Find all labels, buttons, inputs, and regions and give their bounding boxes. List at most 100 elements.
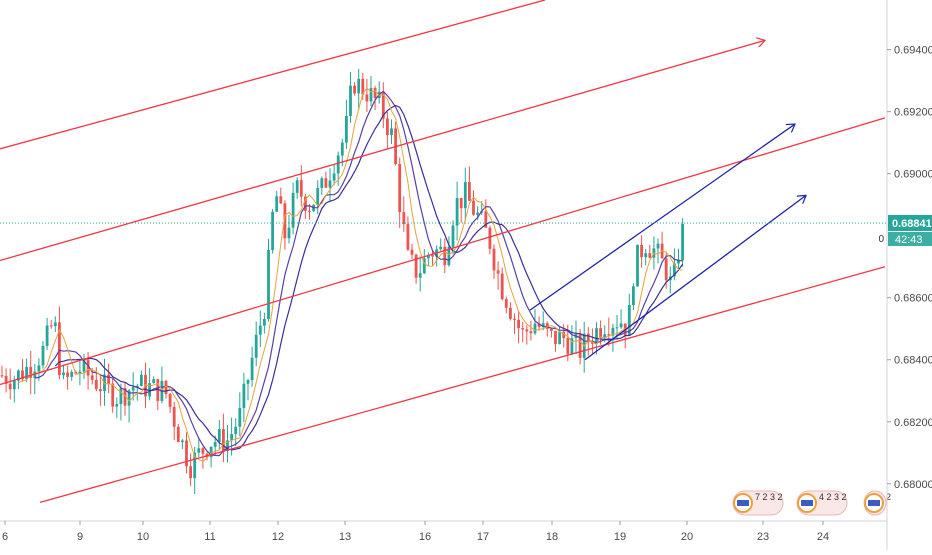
red-channel-line[interactable] [0,0,546,150]
candle [541,311,545,331]
candle [496,261,500,290]
candle [644,248,648,266]
candle [398,157,402,228]
candle [213,435,217,456]
candle [615,314,619,339]
red-channel-line[interactable] [0,117,886,386]
candle [410,243,414,259]
candle [107,363,110,394]
candle [267,238,270,322]
x-tick-label: 20 [681,531,693,543]
candle [271,208,274,254]
candle [201,446,205,469]
last-price-label: 0.68841 [892,218,932,230]
economic-event-badge[interactable]: 7 2 3 2 [732,490,784,516]
candle [115,397,119,419]
candle [193,446,197,495]
candle [632,283,635,311]
candle [4,368,8,393]
candle [25,358,28,383]
candle [119,383,123,421]
economic-event-badge[interactable]: 2 [863,490,891,516]
trend-lines-layer[interactable] [0,0,886,504]
candle [152,376,156,384]
candle [127,388,131,423]
candle [418,256,422,292]
candle [525,325,529,345]
candles-layer [0,68,684,495]
candle [181,439,184,450]
flag-icon [801,500,813,506]
blue-trend-line[interactable] [529,124,795,311]
candle [582,321,586,373]
candle [172,401,176,441]
candle [619,309,623,329]
candle [656,238,660,264]
candle [217,420,221,450]
x-tick-label: 23 [757,531,769,543]
x-tick-label: 12 [272,531,284,543]
events-layer[interactable]: 7 2 3 2 4 2 3 2 2 [732,490,891,516]
candle [140,370,143,387]
moving-average-line [18,87,683,462]
blue-trend-line[interactable] [584,195,806,361]
x-tick-label: 19 [614,531,626,543]
candle [49,319,53,329]
candle [677,248,680,269]
candle [8,368,12,400]
candle [279,187,283,204]
candle [258,310,262,348]
candle [291,182,295,235]
candle [160,366,164,404]
candle [0,365,4,378]
y-tick-label: 0.69200 [894,107,932,119]
candle [463,167,467,222]
candle [373,85,377,111]
candle [66,365,69,390]
candle [455,181,459,241]
candle [369,75,373,107]
candle [78,359,82,386]
candle [29,350,33,395]
y-tick-label: 0.68000 [894,479,932,491]
candle [636,244,639,287]
candle [611,323,615,352]
candle [41,341,45,369]
x-tick-label: 11 [204,531,215,543]
x-tick-label: 6 [2,531,8,543]
last-price-badge: 0.68841 0 42:43 [878,214,932,246]
candle [529,320,533,341]
candle [574,320,578,355]
moving-averages-layer [18,87,684,462]
candle [345,99,348,150]
candle [299,164,303,207]
candle [357,68,361,110]
candle [275,190,279,213]
candle [283,200,287,250]
candle [82,353,86,380]
candle [308,203,311,220]
candle [394,121,397,166]
y-tick-label: 0.68600 [894,293,932,305]
candle [45,317,49,350]
candle [295,177,299,199]
candle [443,238,447,273]
candle [431,250,434,266]
candle [222,413,225,463]
red-channel-line[interactable] [0,40,765,262]
red-channel-line[interactable] [39,266,886,504]
candle [238,392,242,437]
economic-event-badge[interactable]: 4 2 3 2 [796,490,848,516]
candle [58,306,61,380]
candle [123,382,127,416]
candle [504,296,508,314]
candle [365,78,369,112]
moving-average-line [54,104,684,451]
candle [472,190,475,216]
candle [447,236,451,267]
candle [148,368,151,401]
candle [316,180,320,215]
candle [377,81,381,104]
